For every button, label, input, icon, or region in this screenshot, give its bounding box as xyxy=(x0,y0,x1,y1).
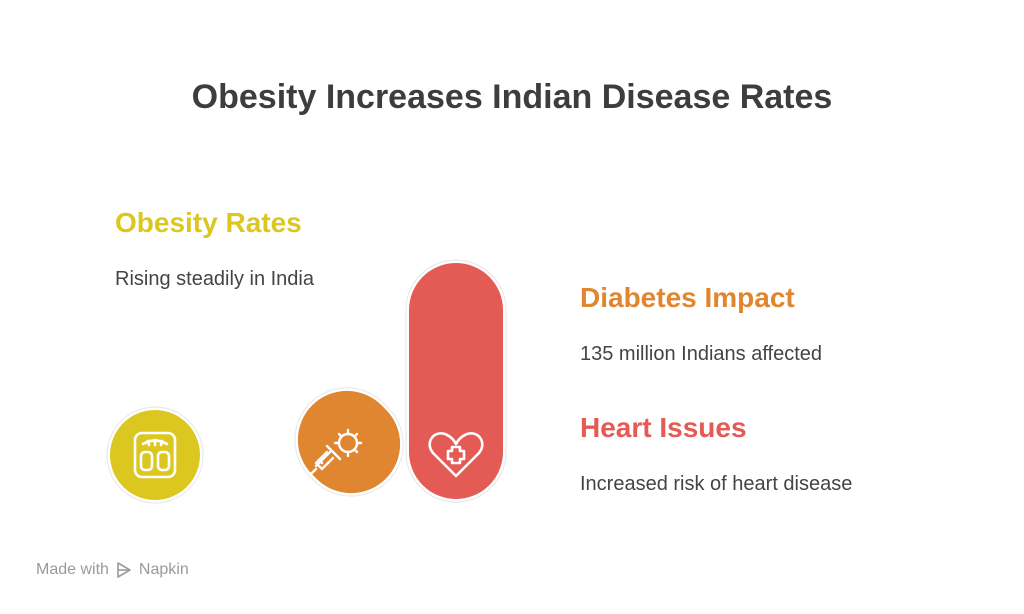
heart-pill xyxy=(405,259,507,503)
heart-issues-heading: Heart Issues xyxy=(580,412,747,443)
syringe-virus-icon xyxy=(309,428,363,476)
footer-watermark: Made with Napkin xyxy=(36,561,189,579)
obesity-rates-description: Rising steadily in India xyxy=(115,268,314,290)
footer-brand: Napkin xyxy=(138,561,189,578)
obesity-rates-heading: Obesity Rates xyxy=(115,207,302,238)
diabetes-pill xyxy=(294,387,404,497)
diabetes-impact-description: 135 million Indians affected xyxy=(580,343,823,365)
footer-prefix: Made with xyxy=(36,561,109,578)
heart-plus-icon xyxy=(428,432,484,478)
heart-issues-description: Increased risk of heart disease xyxy=(580,473,853,495)
obesity-circle xyxy=(106,406,204,504)
weighing-scale-icon xyxy=(133,431,177,479)
page-title: Obesity Increases Indian Disease Rates xyxy=(191,78,833,116)
napkin-logo-icon xyxy=(117,562,131,578)
diabetes-impact-heading: Diabetes Impact xyxy=(580,282,795,313)
